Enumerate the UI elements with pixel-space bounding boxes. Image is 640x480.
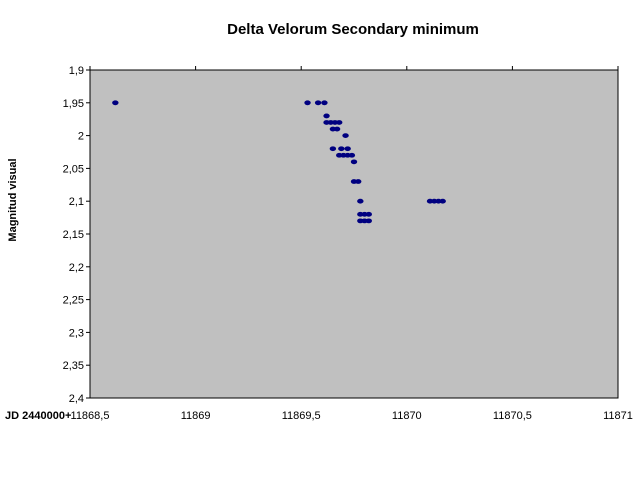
data-series bbox=[112, 100, 446, 224]
y-tick-label: 2,25 bbox=[63, 295, 84, 307]
y-tick-label: 2,3 bbox=[69, 327, 84, 339]
y-tick-label: 2,15 bbox=[63, 229, 84, 241]
y-axis-label: Magnitud visual bbox=[7, 158, 19, 241]
data-point bbox=[323, 113, 330, 119]
data-point bbox=[336, 120, 343, 125]
y-tick-label: 2,35 bbox=[63, 360, 84, 372]
y-tick-label: 2,2 bbox=[69, 262, 84, 274]
data-point bbox=[338, 146, 345, 152]
data-point bbox=[350, 159, 358, 165]
chart-title: Delta Velorum Secondary minimum bbox=[227, 21, 479, 38]
x-axis-label: JD 2440000+ bbox=[5, 410, 71, 422]
x-tick-label: 11871 bbox=[603, 410, 633, 422]
data-point bbox=[355, 179, 362, 184]
y-tick-label: 2 bbox=[78, 131, 84, 143]
data-point bbox=[357, 198, 364, 204]
data-point bbox=[365, 211, 372, 217]
y-tick-label: 1,95 bbox=[63, 98, 84, 110]
x-tick-label: 11868,5 bbox=[71, 410, 110, 422]
data-point bbox=[348, 152, 356, 158]
data-point bbox=[365, 218, 372, 224]
y-tick-label: 2,4 bbox=[69, 393, 84, 405]
x-tick-label: 11870 bbox=[392, 410, 422, 422]
data-point bbox=[314, 100, 322, 106]
x-axis: 11868,5 11869 11869,5 11870 11870,5 11871 bbox=[71, 66, 633, 422]
data-point bbox=[304, 100, 311, 106]
data-point bbox=[342, 133, 349, 139]
data-point bbox=[329, 146, 337, 152]
data-point bbox=[112, 100, 119, 106]
y-tick-label: 1,9 bbox=[69, 65, 84, 77]
x-tick-label: 11870,5 bbox=[493, 410, 532, 422]
data-point bbox=[333, 126, 341, 132]
x-tick-label: 11869 bbox=[181, 410, 211, 422]
y-tick-label: 2,05 bbox=[63, 163, 84, 175]
y-axis: 1,9 1,95 2 2,05 2,1 2,15 2,2 2,25 2,3 2,35 2,4 bbox=[63, 65, 90, 405]
y-tick-label: 2,1 bbox=[69, 196, 84, 208]
data-point bbox=[321, 100, 328, 106]
plot-area bbox=[89, 69, 619, 399]
data-point bbox=[344, 146, 351, 152]
x-tick-label: 11869,5 bbox=[282, 410, 321, 422]
data-point bbox=[439, 198, 446, 204]
